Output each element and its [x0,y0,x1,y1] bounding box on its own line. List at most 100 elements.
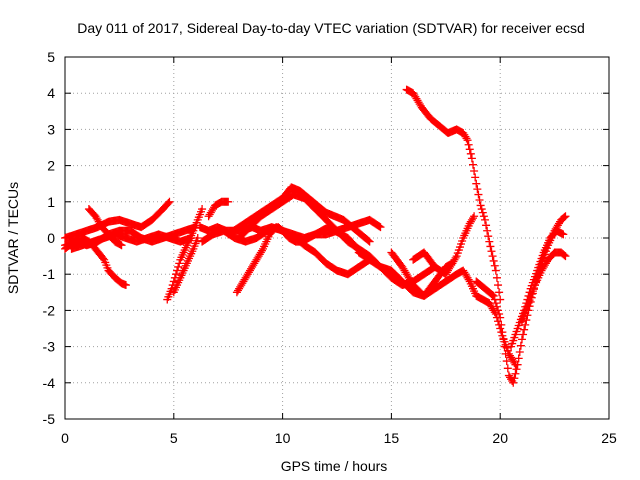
data-point [489,256,498,265]
data-point [198,205,207,214]
axis-ticks [64,56,610,420]
data-point [364,236,373,245]
data-point [496,313,505,322]
data-point [498,328,507,337]
data-point [488,252,497,261]
data-point [494,306,503,315]
data-point [472,179,481,188]
data-point [516,341,525,350]
chart-title: Day 011 of 2017, Sidereal Day-to-day VTE… [77,20,585,36]
x-tick-label: 0 [61,430,69,446]
data-point [509,378,518,387]
data-point [475,195,484,204]
data-point [462,134,471,143]
data-point [489,291,498,300]
data-point [376,223,385,232]
data-point [480,215,489,224]
x-tick-label: 25 [601,430,617,446]
data-point [117,241,126,250]
data-point [494,281,503,290]
data-point [175,259,184,268]
x-tick-label: 5 [170,430,178,446]
data-point [484,232,493,241]
data-points [61,85,570,387]
data-point [513,360,522,369]
x-axis-label: GPS time / hours [281,458,388,474]
y-tick-label: 4 [47,85,55,101]
data-point [501,349,510,358]
series-sat-e [67,230,196,253]
y-tick-label: 2 [47,158,55,174]
data-point [165,197,174,206]
data-point [520,325,529,334]
data-point [477,205,486,214]
data-point [193,234,202,242]
data-point [483,226,492,235]
data-point [463,136,472,145]
data-point [491,299,500,308]
data-point [482,221,491,230]
data-point [375,222,384,231]
data-point [224,197,233,206]
data-point [502,357,511,366]
data-point [503,364,512,373]
data-point [519,330,528,339]
data-point [517,335,526,344]
data-point [499,335,508,344]
data-point [561,252,570,261]
series-sat-p [409,212,479,279]
data-point [510,374,519,383]
data-point [492,273,501,282]
data-point [171,270,180,279]
data-point [476,201,485,210]
x-tick-label: 20 [492,430,508,446]
data-point [559,230,568,239]
data-point [479,212,488,221]
y-tick-label: 5 [47,49,55,65]
data-point [470,167,479,176]
series-sat-f [163,205,207,304]
data-point [488,291,497,300]
x-tick-label: 15 [384,430,400,446]
y-tick-label: 1 [47,194,55,210]
data-point [470,212,479,221]
data-point [473,185,482,194]
data-point [121,281,130,290]
series-sat-q [402,85,505,304]
data-point [512,365,521,374]
data-point [451,253,460,262]
x-tick-label: 10 [275,430,291,446]
y-tick-labels: -5 -4 -3 -2 -1 0 1 2 3 4 5 [43,49,56,427]
data-point [467,154,476,163]
data-point [365,237,374,246]
data-point [469,214,477,223]
series-sat-g [169,234,202,297]
x-tick-labels: 0 5 10 15 20 25 [61,430,617,446]
series-sat-a [61,234,130,290]
data-point [486,242,495,251]
data-point [560,213,569,222]
y-tick-label: -5 [43,411,56,427]
y-tick-label: -2 [43,302,56,318]
data-point [492,302,501,311]
data-point [514,354,523,363]
data-point [465,145,474,154]
data-point [495,288,504,297]
data-point [469,160,477,169]
data-point [478,208,487,217]
data-point [515,348,524,357]
y-tick-label: -4 [43,375,56,391]
data-point [466,149,475,158]
data-point [174,262,183,271]
data-point [490,295,499,304]
data-point [495,310,504,319]
data-point [491,266,500,275]
data-point [497,320,506,329]
data-point [485,237,494,246]
data-point [164,199,173,208]
y-tick-label: 0 [47,230,55,246]
y-tick-label: -1 [43,266,56,282]
data-point [257,246,266,255]
